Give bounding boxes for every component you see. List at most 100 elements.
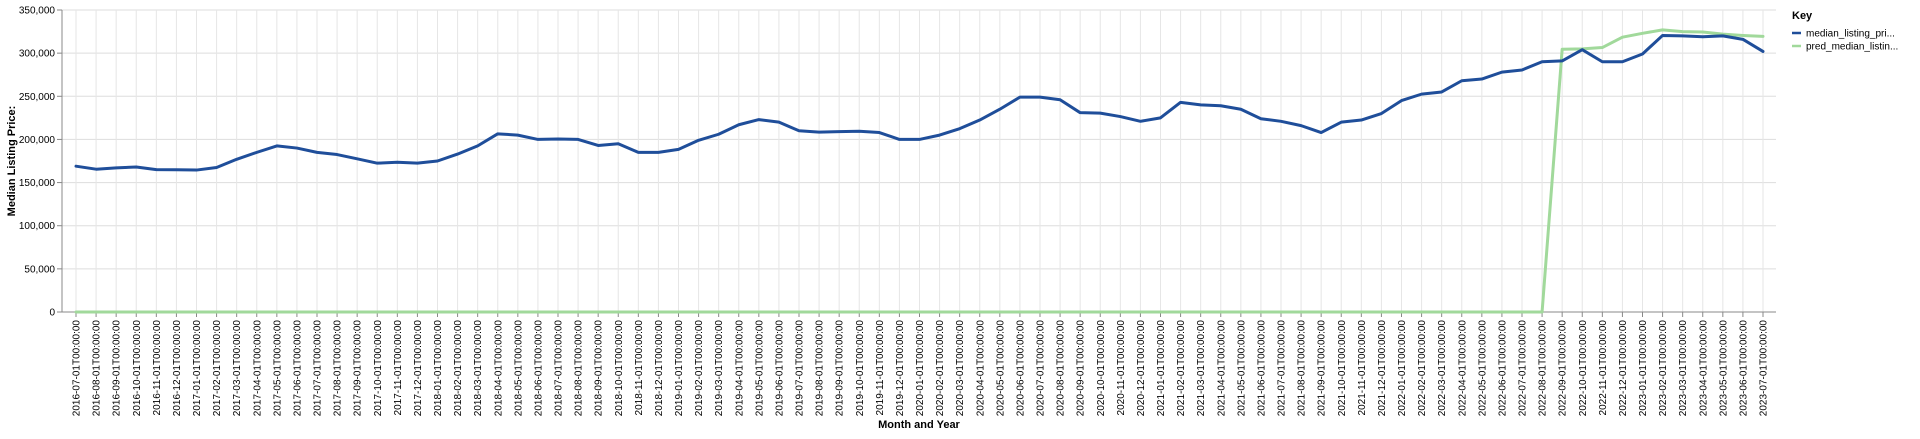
y-tick-label: 300,000 [19,49,56,60]
x-tick-label: 2023-03-01T00:00:00 [1678,320,1689,417]
x-tick-label: 2016-12-01T00:00:00 [172,320,183,417]
x-tick-label: 2021-09-01T00:00:00 [1317,320,1328,417]
y-axis-title: Median Listing Price: [6,106,18,217]
legend: Key median_listing_pri... pred_median_lis… [1792,10,1898,53]
x-tick-label: 2018-12-01T00:00:00 [654,320,665,417]
x-tick-label: 2021-12-01T00:00:00 [1377,320,1388,417]
legend-items: median_listing_pri... pred_median_listin.… [1792,29,1898,53]
x-tick-label: 2020-10-01T00:00:00 [1096,320,1107,417]
x-tick-label: 2019-01-01T00:00:00 [674,320,685,417]
y-tick-label: 50,000 [24,264,55,275]
x-tick-label: 2021-11-01T00:00:00 [1357,320,1368,416]
x-tick-label: 2017-11-01T00:00:00 [393,320,404,416]
legend-label: median_listing_pri... [1806,29,1895,40]
legend-title: Key [1792,10,1813,22]
x-tick-label: 2021-07-01T00:00:00 [1277,320,1288,417]
x-tick-label: 2017-04-01T00:00:00 [252,320,263,417]
x-tick-label: 2023-06-01T00:00:00 [1738,320,1749,417]
x-tick-label: 2018-05-01T00:00:00 [513,320,524,417]
x-tick-label: 2020-11-01T00:00:00 [1116,320,1127,416]
y-tick-label: 0 [49,308,55,319]
y-tick-label: 350,000 [19,6,56,17]
x-tick-label: 2016-11-01T00:00:00 [152,320,163,416]
x-tick-label: 2023-02-01T00:00:00 [1658,320,1669,417]
x-tick-label: 2022-12-01T00:00:00 [1618,320,1629,417]
x-tick-label: 2020-05-01T00:00:00 [995,320,1006,417]
x-tick-label: 2019-06-01T00:00:00 [774,320,785,417]
x-tick-label: 2019-10-01T00:00:00 [855,320,866,417]
legend-label: pred_median_listin... [1806,42,1898,53]
x-tick-label: 2022-11-01T00:00:00 [1598,320,1609,416]
x-tick-label: 2018-03-01T00:00:00 [473,320,484,417]
x-tick-label: 2020-12-01T00:00:00 [1136,320,1147,417]
x-tick-label: 2017-09-01T00:00:00 [353,320,364,417]
x-tick-label: 2021-05-01T00:00:00 [1236,320,1247,417]
x-tick-label: 2022-08-01T00:00:00 [1538,320,1549,417]
series-line-1 [74,28,1765,314]
x-tick-label: 2021-10-01T00:00:00 [1337,320,1348,417]
x-tick-label: 2017-07-01T00:00:00 [313,320,324,417]
x-tick-label: 2020-06-01T00:00:00 [1015,320,1026,417]
x-tick-label: 2020-09-01T00:00:00 [1076,320,1087,417]
x-tick-label: 2022-01-01T00:00:00 [1397,320,1408,417]
x-tick-label: 2020-08-01T00:00:00 [1056,320,1067,417]
x-tick-label: 2022-02-01T00:00:00 [1417,320,1428,417]
x-tick-label: 2017-05-01T00:00:00 [272,320,283,417]
x-tick-label: 2019-11-01T00:00:00 [875,320,886,416]
x-tick-label: 2016-10-01T00:00:00 [132,320,143,417]
x-tick-label: 2017-12-01T00:00:00 [413,320,424,417]
x-tick-label: 2018-07-01T00:00:00 [554,320,565,417]
x-tick-label: 2018-09-01T00:00:00 [594,320,605,417]
x-tick-label: 2020-02-01T00:00:00 [935,320,946,417]
x-tick-label: 2022-03-01T00:00:00 [1437,320,1448,417]
x-tick-label: 2018-11-01T00:00:00 [634,320,645,416]
x-tick-label: 2017-06-01T00:00:00 [292,320,303,417]
x-tick-label: 2021-02-01T00:00:00 [1176,320,1187,417]
x-tick-label: 2018-02-01T00:00:00 [453,320,464,417]
x-tick-label: 2022-05-01T00:00:00 [1477,320,1488,417]
x-tick-label: 2021-08-01T00:00:00 [1297,320,1308,417]
x-tick-label: 2019-05-01T00:00:00 [754,320,765,417]
y-tick-label: 150,000 [19,178,56,189]
x-axis-title: Month and Year [878,419,960,431]
x-tick-label: 2016-09-01T00:00:00 [112,320,123,417]
x-tick-label: 2022-09-01T00:00:00 [1558,320,1569,417]
x-tick-label: 2017-01-01T00:00:00 [192,320,203,417]
x-tick-label: 2020-03-01T00:00:00 [955,320,966,417]
x-tick-label: 2019-04-01T00:00:00 [734,320,745,417]
x-tick-label: 2018-06-01T00:00:00 [533,320,544,417]
x-tick-label: 2018-10-01T00:00:00 [614,320,625,417]
x-tick-label: 2021-03-01T00:00:00 [1196,320,1207,417]
x-tick-label: 2021-01-01T00:00:00 [1156,320,1167,417]
x-tick-label: 2020-01-01T00:00:00 [915,320,926,417]
x-tick-label: 2016-08-01T00:00:00 [92,320,103,417]
x-tick-label: 2023-07-01T00:00:00 [1759,320,1770,417]
x-tick-label: 2023-05-01T00:00:00 [1718,320,1729,417]
x-tick-label: 2021-04-01T00:00:00 [1216,320,1227,417]
gridlines [62,9,1776,313]
x-tick-label: 2022-04-01T00:00:00 [1457,320,1468,417]
x-tick-label: 2017-03-01T00:00:00 [232,320,243,417]
x-tick-label: 2018-04-01T00:00:00 [493,320,504,417]
x-tick-label: 2020-04-01T00:00:00 [975,320,986,417]
x-tick-label: 2017-08-01T00:00:00 [333,320,344,417]
x-tick-label: 2022-06-01T00:00:00 [1497,320,1508,417]
y-tick-label: 250,000 [19,92,56,103]
x-tick-label: 2019-12-01T00:00:00 [895,320,906,417]
axes: 0 50,000 100,000 150,000 200,000 250,000 300,0… [19,6,1776,417]
series-lines [74,28,1765,314]
x-tick-label: 2019-03-01T00:00:00 [714,320,725,417]
x-tick-label: 2017-02-01T00:00:00 [212,320,223,417]
x-tick-label: 2020-07-01T00:00:00 [1036,320,1047,417]
x-tick-label: 2021-06-01T00:00:00 [1256,320,1267,417]
x-tick-label: 2018-01-01T00:00:00 [433,320,444,417]
x-tick-label: 2023-04-01T00:00:00 [1698,320,1709,417]
x-tick-label: 2016-07-01T00:00:00 [72,320,83,417]
x-tick-label: 2022-10-01T00:00:00 [1578,320,1589,417]
x-tick-label: 2019-02-01T00:00:00 [694,320,705,417]
x-tick-label: 2023-01-01T00:00:00 [1638,320,1649,417]
y-tick-label: 200,000 [19,135,56,146]
x-tick-label: 2019-09-01T00:00:00 [835,320,846,417]
